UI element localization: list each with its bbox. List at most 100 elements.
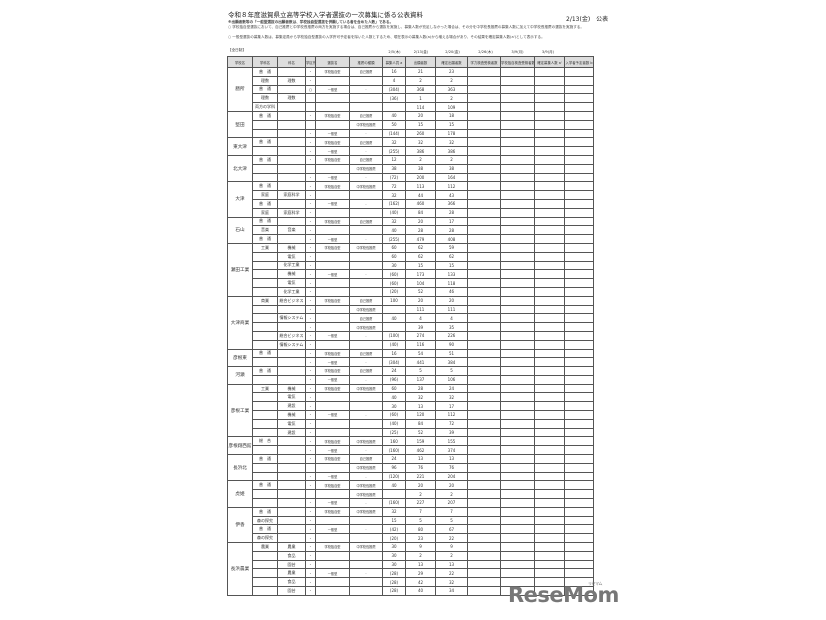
empty-cell: [467, 128, 501, 139]
table-row: 園芸 -30 13 13: [228, 559, 594, 570]
empty-cell: [534, 339, 565, 350]
applicants: 368: [405, 84, 436, 95]
empty-cell: [564, 181, 594, 192]
empty-cell: [564, 330, 594, 341]
empty-cell: [564, 93, 594, 104]
recommendation-type: 中学校長推薦: [349, 119, 383, 130]
applicants: 28: [405, 383, 436, 394]
department: [252, 401, 278, 412]
table-row: 食品 -30 2 2: [228, 550, 594, 561]
empty-cell: [534, 190, 565, 200]
empty-cell: [500, 93, 535, 104]
empty-cell: [467, 242, 501, 253]
empty-cell: [534, 568, 565, 579]
empty-cell: [500, 269, 535, 280]
confirmed-applicants: 32: [435, 137, 468, 148]
quota: (160): [382, 445, 406, 456]
applicants: 40: [405, 586, 436, 596]
quota: 100: [382, 295, 406, 306]
column-header: 入学者予定者数 b: [564, 56, 594, 68]
confirmed-applicants: 178: [435, 128, 468, 139]
applicants: 62: [405, 242, 436, 253]
recommendation-type: -: [349, 410, 383, 420]
quota: 32: [382, 190, 406, 200]
empty-cell: [564, 207, 594, 218]
selection-type: 一般型: [315, 357, 350, 368]
table-row: 機械 - 一般型 - (60) 173 133: [228, 269, 594, 280]
selection-type: [315, 339, 350, 350]
empty-cell: [564, 119, 594, 130]
confirmed-applicants: 7: [435, 506, 468, 517]
recommendation-type: [349, 93, 383, 104]
course: [277, 436, 306, 447]
applicants: 274: [405, 330, 436, 341]
district: -: [305, 427, 316, 438]
applicants: 5: [405, 366, 436, 376]
empty-cell: [467, 260, 501, 271]
quota: 12: [382, 154, 406, 165]
applicants: 2: [405, 154, 436, 165]
table-row: 音楽 音楽 -40 28 28: [228, 225, 594, 236]
selection-type: [315, 533, 350, 544]
department: [252, 313, 278, 324]
empty-cell: [564, 462, 594, 473]
empty-cell: [564, 269, 594, 280]
empty-cell: [500, 489, 535, 500]
recommendation-type: [349, 190, 383, 200]
department: [252, 269, 278, 280]
selection-type: 学校独自型: [315, 542, 350, 552]
empty-cell: [500, 172, 535, 183]
applicants: 84: [405, 418, 436, 429]
course: [277, 128, 306, 139]
empty-cell: [467, 515, 501, 526]
empty-cell: [467, 568, 501, 579]
empty-cell: [467, 506, 501, 517]
empty-cell: [564, 533, 594, 544]
empty-cell: [467, 330, 501, 341]
empty-cell: [534, 172, 565, 183]
table-row: - 一般型 - (144) 260 178: [228, 128, 594, 139]
empty-cell: [534, 278, 565, 288]
empty-cell: [564, 225, 594, 236]
empty-cell: [534, 524, 565, 535]
empty-cell: [500, 251, 535, 262]
course: 総合ビジネス: [277, 330, 306, 341]
course: [277, 489, 306, 500]
quota: (60): [382, 410, 406, 420]
empty-cell: [467, 392, 501, 403]
empty-cell: [534, 418, 565, 429]
recommendation-type: -: [349, 172, 383, 183]
empty-cell: [500, 462, 535, 473]
school-name: 北大津: [227, 154, 253, 183]
confirmed-applicants: 13: [435, 559, 468, 570]
empty-cell: [534, 410, 565, 420]
empty-cell: [500, 84, 535, 95]
department: [252, 392, 278, 403]
school-name: 東大津: [227, 137, 253, 156]
column-header: 出願者数: [405, 56, 436, 68]
district: -: [305, 137, 316, 148]
selection-type: 学校独自型: [315, 216, 350, 227]
empty-cell: [564, 410, 594, 420]
confirmed-applicants: 2: [435, 154, 468, 165]
district: -: [305, 401, 316, 412]
quota: [382, 102, 406, 112]
course: 食品: [277, 550, 306, 561]
selection-type: 学校独自型: [315, 348, 350, 359]
confirmed-applicants: 5: [435, 366, 468, 376]
empty-cell: [534, 489, 565, 500]
department: [252, 278, 278, 288]
confirmed-applicants: 2: [435, 550, 468, 561]
applicants: 42: [405, 577, 436, 588]
department: [252, 286, 278, 297]
quota: (60): [382, 278, 406, 288]
confirmed-applicants: 72: [435, 418, 468, 429]
empty-cell: [564, 383, 594, 394]
empty-cell: [564, 67, 594, 77]
department: [252, 260, 278, 271]
recommendation-type: [349, 418, 383, 429]
quota: 40: [382, 480, 406, 491]
applicants: 13: [405, 559, 436, 570]
school-name: 石山: [227, 216, 253, 244]
empty-cell: [500, 146, 535, 156]
